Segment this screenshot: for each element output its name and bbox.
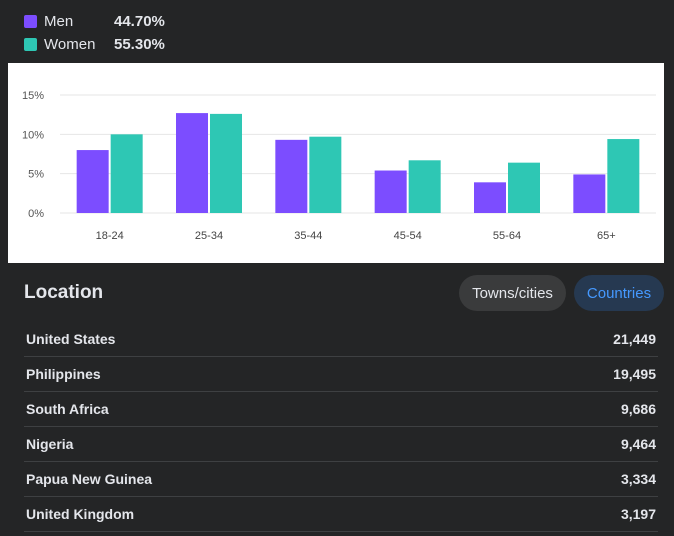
bar-men-55-64[interactable] [474, 182, 506, 213]
towns-cities-button[interactable]: Towns/cities [459, 275, 566, 311]
x-tick-label: 55-64 [493, 230, 521, 242]
bar-women-18-24[interactable] [110, 134, 143, 213]
y-tick-label: 5% [28, 169, 44, 181]
x-tick-label: 25-34 [195, 230, 223, 242]
country-value: 19,495 [613, 366, 656, 382]
location-title: Location [24, 282, 104, 303]
legend-men-pct: 44.70% [114, 13, 165, 30]
x-tick-label: 45-54 [394, 230, 422, 242]
bar-men-25-34[interactable] [176, 113, 208, 213]
bar-women-45-54[interactable] [408, 160, 441, 213]
y-tick-label: 10% [22, 129, 44, 141]
country-name: Philippines [26, 366, 101, 382]
bar-men-18-24[interactable] [76, 150, 109, 213]
y-tick-label: 0% [28, 208, 44, 220]
legend-women: Women 55.30% [24, 33, 165, 56]
legend-men-label: Men [44, 13, 74, 30]
location-row: South Africa 9,686 [24, 392, 658, 427]
bar-women-25-34[interactable] [210, 113, 242, 213]
bar-men-35-44[interactable] [275, 139, 308, 213]
location-row: Papua New Guinea 3,334 [24, 462, 658, 497]
country-name: United Kingdom [26, 506, 135, 522]
countries-button[interactable]: Countries [574, 275, 664, 311]
country-value: 21,449 [613, 331, 656, 347]
bar-women-55-64[interactable] [508, 162, 540, 213]
women-swatch [24, 38, 37, 51]
country-name: Papua New Guinea [26, 471, 153, 487]
location-header: Location Towns/cities Countries [24, 275, 664, 311]
men-swatch [24, 15, 37, 28]
country-value: 9,686 [620, 401, 656, 417]
bar-men-65+[interactable] [573, 174, 606, 213]
country-name: United States [26, 331, 116, 347]
bar-women-65+[interactable] [607, 139, 640, 213]
bar-men-45-54[interactable] [374, 170, 407, 213]
location-row: United States 21,449 [24, 322, 658, 357]
country-value: 9,464 [620, 436, 656, 452]
location-row: United Kingdom 3,197 [24, 497, 658, 532]
y-tick-label: 15% [22, 90, 44, 102]
country-name: South Africa [26, 401, 109, 417]
location-list: United States 21,449 Philippines 19,495 … [24, 322, 658, 532]
location-row: Nigeria 9,464 [24, 427, 658, 462]
location-row: Philippines 19,495 [24, 357, 658, 392]
country-name: Nigeria [26, 436, 74, 452]
legend-women-pct: 55.30% [114, 36, 165, 53]
x-tick-label: 65+ [597, 230, 616, 242]
x-tick-label: 35-44 [294, 230, 322, 242]
legend-women-label: Women [44, 36, 96, 53]
gender-legend: Men 44.70% Women 55.30% [24, 10, 165, 56]
x-tick-label: 18-24 [96, 230, 124, 242]
country-value: 3,197 [620, 506, 656, 522]
legend-men: Men 44.70% [24, 10, 165, 33]
chart-svg: 0% 5% 10% 15% 18-24 25-34 35-44 45-54 55-64 65+ [22, 90, 656, 242]
country-value: 3,334 [620, 471, 656, 487]
age-gender-chart: 0% 5% 10% 15% 18-24 25-34 35-44 45-54 55-64 65+ [8, 63, 664, 263]
bar-women-35-44[interactable] [309, 136, 342, 213]
